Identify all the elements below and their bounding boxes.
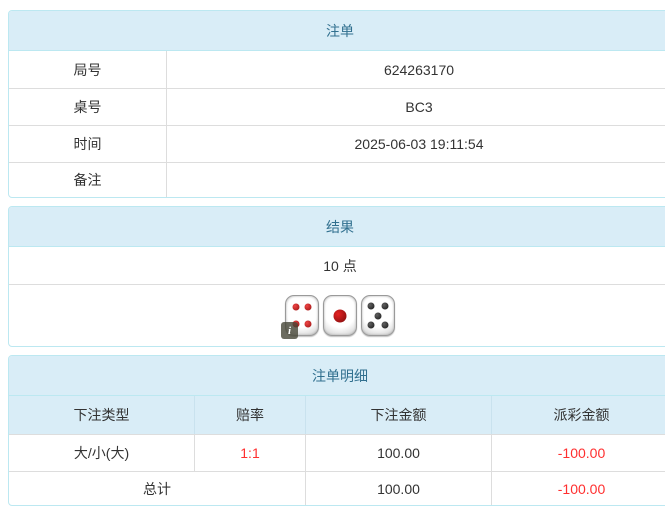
table-row: 时间 2025-06-03 19:11:54 <box>9 125 665 162</box>
table-row: 大/小(大) 1:1 100.00 -100.00 <box>9 434 665 471</box>
info-icon[interactable]: i <box>281 322 298 339</box>
total-row: 总计 100.00 -100.00 <box>9 471 665 505</box>
payout-value: -100.00 <box>491 435 665 471</box>
table-row: 备注 <box>9 162 665 197</box>
time-value: 2025-06-03 19:11:54 <box>354 136 484 152</box>
die-2-icon <box>323 295 357 336</box>
table-number-label: 桌号 <box>9 89 167 125</box>
total-payout: -100.00 <box>491 472 665 505</box>
table-row: 局号 624263170 <box>9 51 665 88</box>
detail-header-row: 下注类型 赔率 下注金额 派彩金额 <box>9 396 665 434</box>
total-bet-amount: 100.00 <box>305 472 491 505</box>
time-label: 时间 <box>9 126 167 162</box>
column-header-bet-amount: 下注金额 <box>305 396 491 434</box>
table-number-value: BC3 <box>405 99 433 115</box>
bet-amount-value: 100.00 <box>305 435 491 471</box>
result-points: 10 点 <box>323 257 357 274</box>
dice-row: i <box>9 284 665 346</box>
remark-value <box>167 163 665 197</box>
round-number-value: 624263170 <box>383 61 455 78</box>
die-3-icon <box>361 295 395 336</box>
bet-detail-title: 注单明细 <box>9 356 665 396</box>
result-title: 结果 <box>9 207 665 247</box>
bet-info-title: 注单 <box>9 11 665 51</box>
bet-type-value: 大/小(大) <box>73 445 130 461</box>
odds-value: 1:1 <box>194 435 305 471</box>
bet-info-panel: 注单 局号 624263170 桌号 BC3 时间 2025-06-03 19:… <box>8 10 665 198</box>
column-header-bet-type: 下注类型 <box>73 407 130 423</box>
total-label: 总计 <box>143 480 171 497</box>
bet-detail-panel: 注单明细 下注类型 赔率 下注金额 派彩金额 大/小(大) 1:1 100.00… <box>8 355 665 506</box>
dice-group: i <box>281 295 395 339</box>
remark-label: 备注 <box>9 163 167 197</box>
result-panel: 结果 10 点 i <box>8 206 665 347</box>
column-header-odds: 赔率 <box>194 396 305 434</box>
table-row: 桌号 BC3 <box>9 88 665 125</box>
column-header-payout: 派彩金额 <box>491 396 665 434</box>
round-number-label: 局号 <box>9 51 167 88</box>
